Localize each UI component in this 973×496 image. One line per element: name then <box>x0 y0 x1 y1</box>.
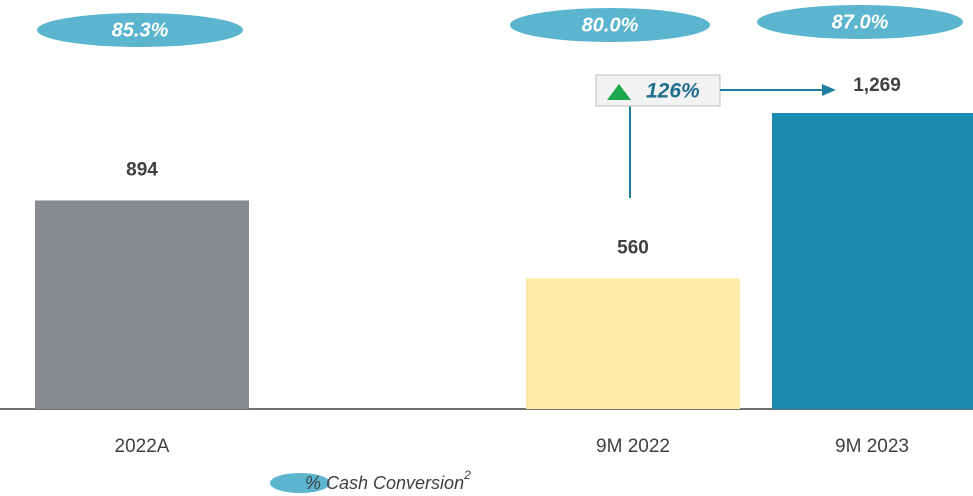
bar <box>35 200 249 409</box>
cash-conversion-bubble <box>757 5 963 39</box>
bar <box>772 113 973 409</box>
bar <box>526 278 740 409</box>
x-tick-label: 2022A <box>115 436 170 457</box>
cash-conversion-label: 87.0% <box>832 11 889 33</box>
value-label: 1,269 <box>853 75 901 96</box>
legend-text: % Cash Conversion <box>305 473 464 493</box>
legend-label: % Cash Conversion2 <box>305 468 471 493</box>
legend-footnote: 2 <box>463 468 471 482</box>
growth-label: 126% <box>646 80 700 103</box>
value-label: 894 <box>126 159 158 180</box>
value-label: 560 <box>617 237 649 258</box>
legend-swatch <box>270 473 330 493</box>
cash-conversion-label: 80.0% <box>582 14 639 36</box>
cash-conversion-label: 85.3% <box>112 19 169 41</box>
x-tick-label: 9M 2022 <box>596 436 670 457</box>
up-triangle <box>607 84 631 100</box>
cash-conversion-bubble <box>510 8 710 42</box>
x-tick-label: 9M 2023 <box>835 436 909 457</box>
arrow-head <box>822 84 836 96</box>
cash-conversion-bubble <box>37 13 243 47</box>
